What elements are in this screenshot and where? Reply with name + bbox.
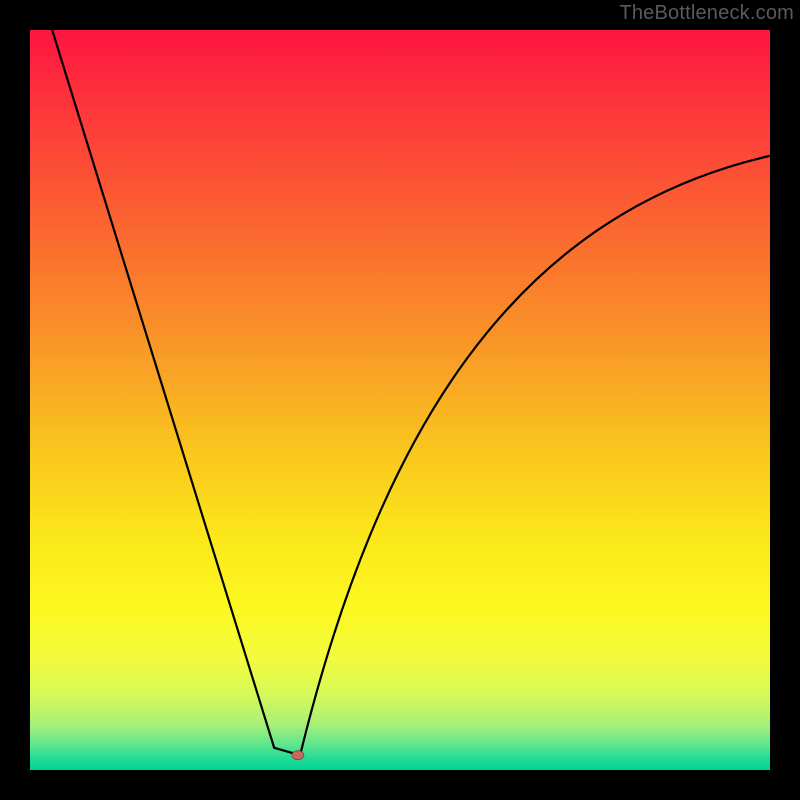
plot-background [30, 30, 770, 770]
watermark-text: TheBottleneck.com [619, 2, 794, 25]
optimal-point-marker [292, 751, 304, 760]
chart-container: TheBottleneck.com [0, 0, 800, 800]
bottleneck-chart [0, 0, 800, 800]
